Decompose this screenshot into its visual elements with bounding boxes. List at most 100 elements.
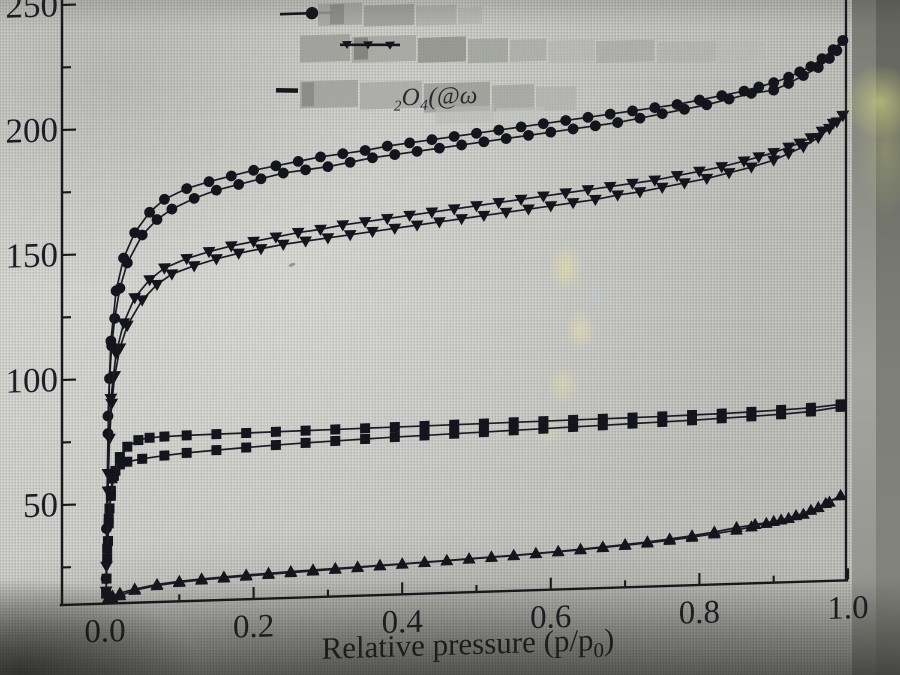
circle-marker: [211, 184, 222, 196]
y-tick-label: 200: [6, 110, 58, 151]
square-marker: [419, 430, 430, 441]
square-marker: [597, 413, 608, 424]
series-square: [101, 399, 846, 599]
circle-marker: [493, 124, 505, 136]
circle-marker: [404, 137, 416, 149]
square-marker: [300, 437, 311, 449]
square-marker: [449, 419, 460, 430]
circle-marker: [225, 170, 237, 182]
square-marker: [835, 399, 846, 410]
square-marker: [105, 490, 116, 502]
square-marker: [360, 423, 371, 434]
redaction-block: [718, 40, 766, 63]
circle-marker: [255, 173, 267, 185]
square-marker: [270, 426, 281, 437]
square-marker: [508, 417, 519, 428]
circle-marker: [523, 129, 534, 141]
square-marker: [687, 409, 697, 421]
y-tick-label: 50: [23, 485, 58, 525]
circle-marker: [426, 134, 438, 146]
redaction-block: [354, 37, 368, 60]
square-marker: [181, 447, 192, 459]
redaction-block: [416, 4, 456, 26]
square-marker: [241, 427, 252, 439]
redaction-block: [330, 4, 344, 25]
redaction-block: [418, 36, 466, 63]
square-marker: [538, 416, 549, 427]
square-marker: [108, 470, 119, 482]
square-marker: [716, 408, 727, 419]
redaction-block: [496, 106, 544, 124]
square-marker: [144, 432, 155, 443]
circle-marker: [389, 149, 401, 160]
redaction-block: [658, 40, 716, 64]
redaction-block: [364, 3, 414, 27]
circle-marker: [582, 111, 594, 123]
circle-marker: [604, 108, 616, 120]
redaction-block: [596, 39, 654, 64]
y-tick-label: 250: [6, 0, 58, 26]
circle-marker: [753, 81, 765, 93]
square-marker: [419, 420, 430, 432]
circle-marker: [381, 140, 393, 152]
circle-marker: [411, 145, 423, 157]
square-marker: [114, 451, 125, 463]
circle-marker: [322, 161, 334, 173]
redaction-block: [458, 6, 482, 25]
square-marker: [330, 435, 341, 447]
square-marker: [211, 444, 222, 456]
square-marker: [133, 434, 144, 446]
legend: ₂O₄(@ω: [275, 2, 766, 125]
square-marker: [122, 441, 133, 452]
square-marker: [159, 431, 170, 442]
circle-marker: [456, 139, 468, 151]
square-marker: [389, 421, 400, 433]
triangle-down-marker: [165, 269, 179, 281]
redaction-block: [468, 37, 508, 64]
square-marker: [211, 428, 222, 440]
circle-marker: [315, 151, 326, 163]
circle-marker: [545, 126, 557, 138]
circle-marker: [188, 192, 200, 204]
circle-marker: [292, 155, 304, 167]
circle-marker: [590, 120, 601, 132]
square-marker: [101, 573, 112, 584]
circle-marker: [337, 148, 349, 160]
circle-marker: [110, 285, 122, 297]
square-marker: [478, 418, 489, 429]
square-marker: [137, 453, 148, 464]
legend-entry-circle: [280, 2, 482, 27]
square-marker: [241, 442, 252, 453]
square-marker: [300, 425, 311, 436]
circle-marker: [471, 127, 482, 139]
x-tick-label: 0.8: [679, 594, 720, 631]
circle-marker: [478, 136, 490, 148]
square-marker: [103, 513, 114, 524]
circle-marker: [203, 176, 215, 188]
legend-circle-marker: [305, 6, 319, 20]
x-axis-title: Relative pressure (p/p0): [322, 622, 615, 671]
square-marker: [102, 553, 113, 564]
square-marker: [568, 414, 579, 426]
square-marker: [102, 543, 113, 554]
y-tick-label: 100: [6, 360, 58, 401]
x-tick-label: 0.2: [233, 608, 274, 645]
y-tick-label: 150: [6, 235, 58, 276]
circle-marker: [515, 121, 527, 133]
square-marker: [181, 430, 192, 441]
circle-marker: [166, 203, 178, 215]
legend-fragment-text: ₂O₄(@ω: [393, 82, 477, 112]
circle-marker: [500, 133, 512, 144]
circle-marker: [109, 312, 121, 324]
redaction-block: [302, 82, 314, 107]
circle-marker: [567, 123, 579, 135]
circle-marker: [159, 193, 170, 205]
circle-marker: [344, 156, 356, 168]
square-marker: [449, 428, 460, 439]
dust-speck: [288, 262, 296, 267]
redaction-block: [510, 38, 546, 62]
square-marker: [657, 411, 668, 422]
legend-entry-line: ₂O₄(@ω: [275, 79, 576, 125]
